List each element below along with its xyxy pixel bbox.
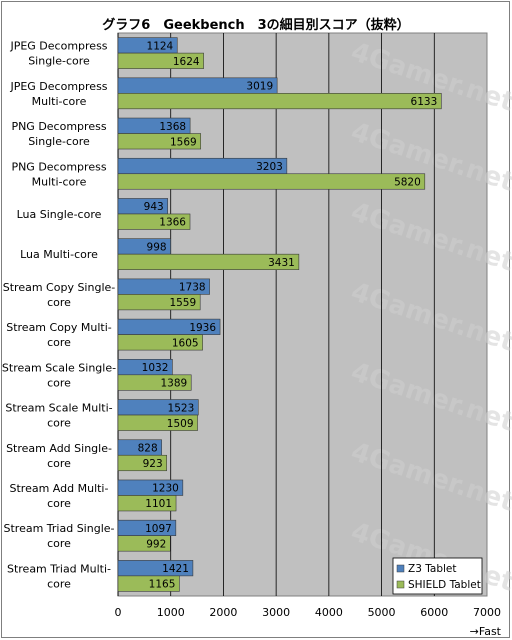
category-label: core [47,296,71,309]
category-label: PNG Decompress [11,160,106,173]
data-label: 1509 [167,418,194,430]
bar-shield-tablet [117,575,180,592]
category-label: core [47,417,71,430]
bar-shield-tablet [117,495,177,512]
category-label: Lua Single-core [17,208,102,221]
data-label: 1366 [159,217,186,229]
data-label: 1421 [162,563,189,575]
data-label: 1523 [168,402,195,414]
data-label: 1124 [147,40,174,52]
category-label: Stream Scale Multi- [5,402,112,415]
data-label: 3431 [268,257,295,269]
data-label: 5820 [394,177,421,189]
x-tick-label: 1000 [157,606,185,619]
data-label: 1032 [142,362,169,374]
x-tick-label: 7000 [473,606,501,619]
category-label: Stream Copy Multi- [6,321,112,334]
data-label: 992 [146,538,166,550]
category-label: JPEG Decompress [9,80,107,93]
x-tick-label: 3000 [262,606,290,619]
category-label: Lua Multi-core [20,248,98,261]
x-axis-label: →Fast [470,625,502,638]
data-label: 1101 [145,498,172,510]
legend-label: SHIELD Tablet [408,579,481,591]
chart-title: グラフ6 Geekbench 3の細目別スコア（抜粋） [102,18,410,33]
data-label: 943 [144,201,164,213]
category-label: core [47,376,71,389]
data-label: 1165 [149,579,176,591]
bar-shield-tablet [117,334,203,351]
data-label: 923 [143,458,163,470]
legend-box [392,557,483,595]
bar-shield-tablet [117,294,201,311]
data-label: 1605 [172,337,199,349]
data-label: 6133 [411,96,438,108]
bar-shield-tablet [117,133,202,150]
data-label: 1368 [159,121,186,133]
data-label: 1559 [169,297,196,309]
category-label: Multi-core [32,175,87,188]
category-label: core [47,497,71,510]
category-label: Stream Scale Single- [2,361,116,374]
category-label: Stream Triad Single- [4,522,115,535]
data-label: 1389 [160,378,187,390]
category-label: Stream Triad Multi- [7,562,111,575]
data-label: 3019 [246,81,273,93]
data-label: 1738 [179,282,206,294]
bar-shield-tablet [117,535,171,552]
data-label: 998 [147,241,167,253]
bar-shield-tablet [117,213,191,230]
bar-shield-tablet [117,374,192,391]
category-label: Multi-core [32,95,87,108]
legend-label: Z3 Tablet [408,563,456,575]
bar-shield-tablet [117,93,442,110]
data-label: 1097 [145,523,172,535]
category-label: Stream Add Single- [6,442,112,455]
data-label: 828 [138,443,158,455]
x-tick-label: 0 [115,606,122,619]
data-label: 3203 [256,161,283,173]
category-label: core [47,537,71,550]
data-label: 1936 [189,322,216,334]
category-label: Stream Copy Single- [3,281,116,294]
x-tick-label: 2000 [209,606,237,619]
x-tick-label: 6000 [420,606,448,619]
x-tick-label: 5000 [368,606,396,619]
category-label: PNG Decompress [11,120,106,133]
category-label: core [47,457,71,470]
x-tick-label: 4000 [315,606,343,619]
category-label: core [47,336,71,349]
category-label: Single-core [28,55,90,68]
data-label: 1569 [170,136,197,148]
category-label: Stream Add Multi- [10,482,109,495]
data-label: 1624 [173,56,200,68]
legend-swatch [396,564,405,573]
bar-shield-tablet [117,173,426,190]
bar-shield-tablet [117,414,198,431]
bar-shield-tablet [117,52,204,69]
category-label: Single-core [28,135,90,148]
data-label: 1230 [152,483,179,495]
bar-shield-tablet [117,253,300,270]
legend-swatch [396,580,405,589]
category-label: JPEG Decompress [9,40,107,53]
category-label: core [47,577,71,590]
bar-shield-tablet [117,454,167,472]
